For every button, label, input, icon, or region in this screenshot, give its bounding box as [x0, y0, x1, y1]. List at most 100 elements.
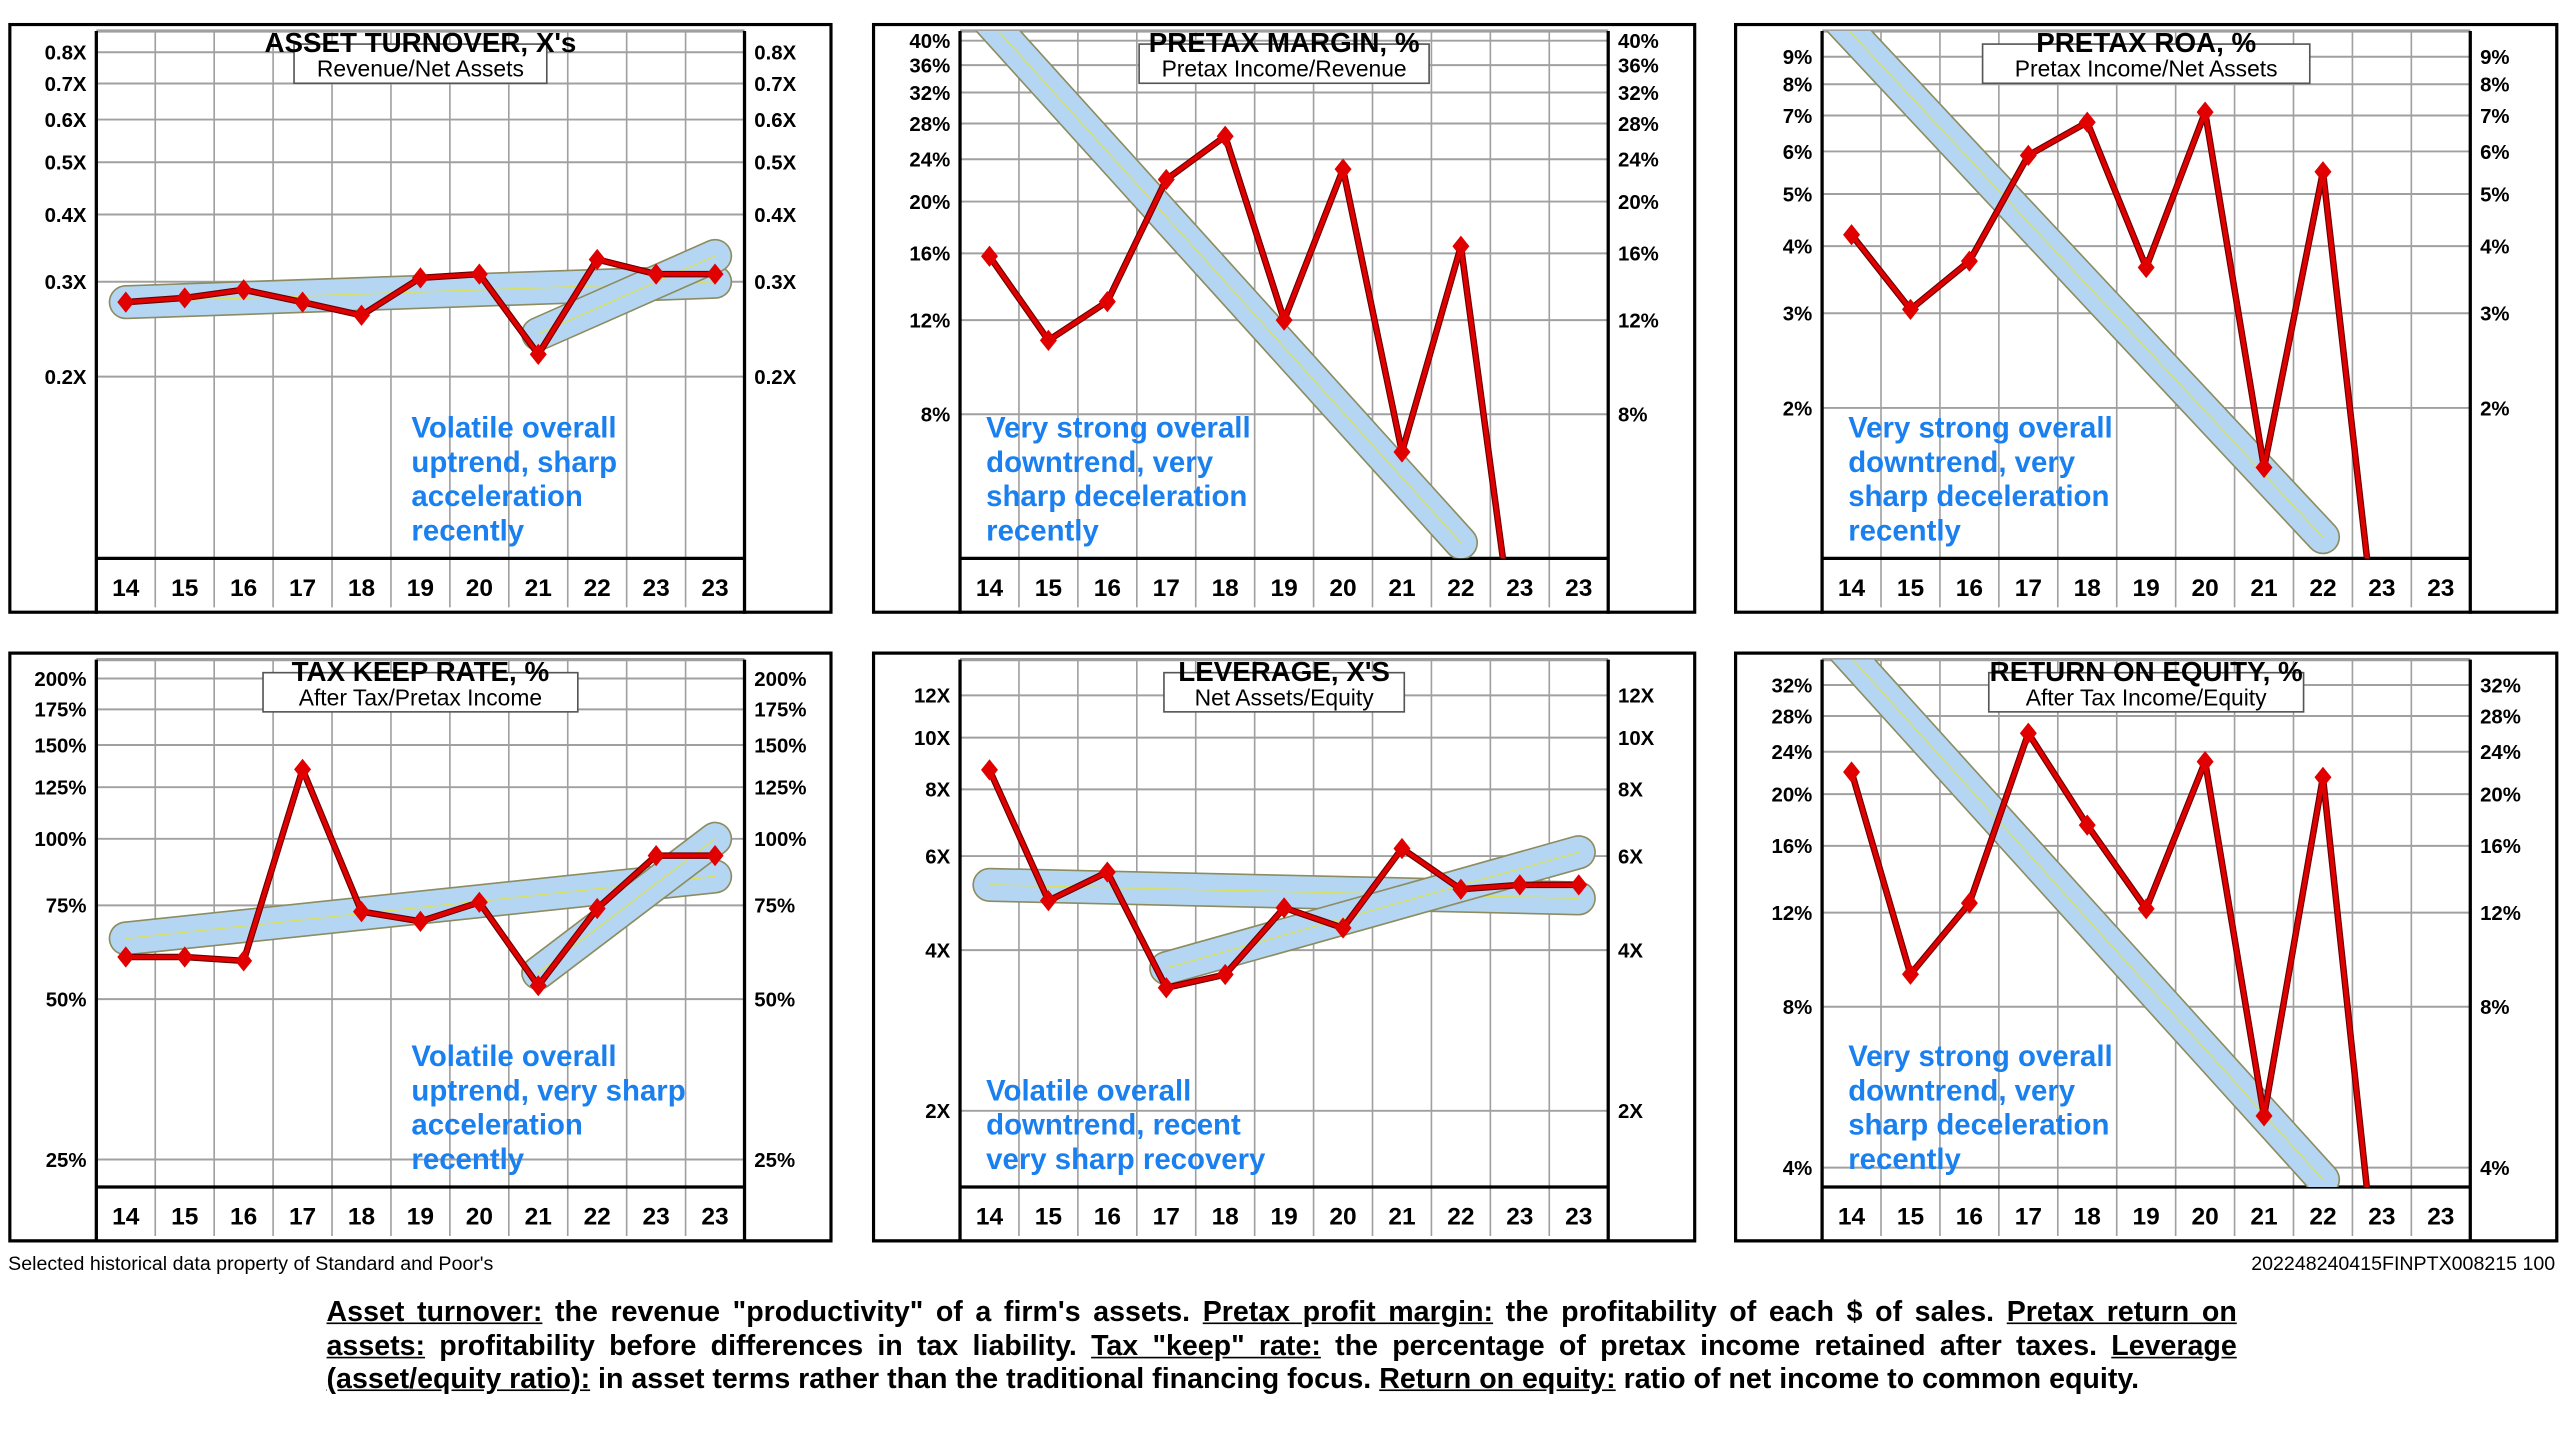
y-tick-label-left: 4% [1783, 1158, 1812, 1180]
x-tick-label: 14 [976, 575, 1004, 602]
data-point-diamond [1960, 250, 1978, 272]
chart-subtitle: Pretax Income/Revenue [1162, 56, 1407, 82]
trend-annotation: sharp deceleration [986, 480, 1247, 513]
x-tick-label: 19 [2133, 1204, 2160, 1231]
data-point-diamond [981, 245, 998, 267]
definition-term: Tax "keep" rate: [1091, 1328, 1321, 1361]
x-tick-label: 23 [643, 575, 670, 602]
y-tick-label-left: 2% [1783, 398, 1812, 420]
x-tick-label: 16 [1094, 575, 1121, 602]
x-tick-label: 22 [2309, 1204, 2336, 1231]
plot-area [108, 758, 733, 997]
data-point-diamond [2196, 101, 2214, 123]
y-tick-label-left: 175% [34, 700, 86, 722]
trend-annotation: Volatile overall [411, 1040, 616, 1073]
y-tick-label-right: 8X [1618, 780, 1643, 802]
y-tick-label-left: 24% [909, 150, 950, 172]
x-tick-label: 21 [525, 1204, 552, 1231]
document-code: 202248240415FINPTX008215 100 [2251, 1252, 2556, 1276]
x-tick-label: 15 [1035, 1204, 1062, 1231]
y-tick-label-left: 12% [1771, 903, 1812, 925]
y-tick-label-left: 0.8X [45, 43, 87, 65]
x-tick-label: 21 [525, 575, 552, 602]
y-tick-label-right: 0.5X [754, 153, 796, 175]
x-tick-label: 22 [584, 575, 611, 602]
x-tick-label: 22 [2309, 575, 2336, 602]
x-tick-label: 21 [1388, 575, 1415, 602]
x-tick-label: 18 [348, 575, 375, 602]
x-tick-label: 16 [1956, 1204, 1983, 1231]
y-tick-label-right: 200% [754, 669, 806, 691]
data-point-diamond [2255, 1105, 2273, 1127]
x-tick-label: 23 [1565, 575, 1592, 602]
data-point-diamond [1275, 897, 1293, 919]
y-tick-label-left: 0.2X [45, 367, 87, 389]
chart-svg: 2X 2X 4X 4X 6X 6X 8X 8X 10X 10X 12X 12X 14 15 16 17 18 19… [871, 651, 1697, 1243]
data-point-diamond [529, 975, 547, 997]
x-tick-label: 14 [976, 1204, 1004, 1231]
y-tick-label-right: 12X [1618, 686, 1655, 708]
y-tick-label-left: 28% [1771, 706, 1812, 728]
definition-text: the revenue "productivity" of a firm's a… [542, 1294, 1203, 1328]
y-tick-label-right: 50% [754, 990, 795, 1012]
x-tick-label: 22 [1447, 1204, 1474, 1231]
trend-annotation: downtrend, recent [986, 1109, 1241, 1142]
y-tick-label-left: 16% [909, 244, 950, 266]
x-tick-label: 15 [1897, 575, 1924, 602]
chart-title: PRETAX MARGIN, % [1149, 27, 1420, 58]
x-tick-label: 20 [2191, 575, 2218, 602]
chart-subtitle: After Tax Income/Equity [2026, 684, 2267, 710]
y-tick-label-left: 0.7X [45, 74, 87, 96]
definition-text: the percentage of pretax income retained… [1320, 1328, 2112, 1361]
data-point-diamond [2078, 814, 2096, 836]
x-tick-label: 20 [1329, 1204, 1356, 1231]
x-tick-label: 17 [1153, 575, 1180, 602]
y-tick-label-right: 0.4X [754, 205, 796, 227]
y-tick-label-left: 16% [1771, 836, 1812, 858]
x-tick-label: 14 [112, 1204, 140, 1231]
panel-border [1733, 22, 2559, 614]
definition-text: the profitability of each $ of sales. [1493, 1294, 2007, 1328]
y-tick-label-right: 28% [2480, 706, 2521, 728]
chart-title: ASSET TURNOVER, X's [264, 27, 576, 58]
trend-center-line [1166, 851, 1579, 969]
data-point-diamond [1901, 298, 1919, 321]
x-tick-label: 16 [1956, 575, 1983, 602]
y-tick-label-right: 2X [1618, 1101, 1643, 1123]
data-point-diamond [2078, 111, 2096, 133]
data-point-diamond [1275, 309, 1293, 331]
trend-annotation: uptrend, very sharp [411, 1074, 685, 1107]
x-tick-label: 14 [1838, 575, 1866, 602]
y-tick-label-left: 25% [46, 1150, 87, 1172]
y-tick-label-left: 100% [34, 829, 86, 851]
chart-subtitle: Net Assets/Equity [1195, 684, 1375, 710]
definition-term: Return on equity: [1379, 1361, 1616, 1395]
y-tick-label-right: 16% [1618, 244, 1659, 266]
y-tick-label-left: 12X [914, 686, 951, 708]
x-tick-label: 17 [1153, 1204, 1180, 1231]
y-tick-label-right: 12% [1618, 311, 1659, 333]
x-tick-label: 23 [701, 1204, 728, 1231]
x-tick-label: 18 [1212, 575, 1239, 602]
y-tick-label-left: 24% [1771, 742, 1812, 764]
y-tick-label-left: 32% [1771, 675, 1812, 697]
x-tick-label: 16 [230, 575, 257, 602]
data-point-diamond [294, 758, 312, 781]
plot-area [972, 759, 1596, 999]
x-tick-label: 23 [643, 1204, 670, 1231]
y-tick-label-left: 9% [1783, 47, 1812, 69]
y-tick-label-right: 6X [1618, 846, 1643, 868]
chart-svg: 25% 25% 50% 50% 75% 75% 100% 100% 125% 125% 150% 15… [8, 651, 833, 1243]
x-tick-label: 14 [1838, 1204, 1866, 1231]
y-tick-label-right: 12% [2480, 903, 2521, 925]
x-tick-label: 18 [2074, 575, 2101, 602]
trend-annotation: sharp deceleration [1848, 480, 2109, 513]
data-point-diamond [353, 304, 370, 326]
x-tick-label: 19 [407, 575, 434, 602]
data-point-diamond [176, 946, 194, 968]
chart-pretax-margin: 8% 8% 12% 12% 16% 16% 20% 20% 24% 24% 28% 28% 32% 32%… [871, 22, 1697, 614]
data-point-diamond [529, 343, 547, 365]
data-point-diamond [588, 897, 606, 920]
y-tick-label-right: 9% [2480, 47, 2509, 69]
